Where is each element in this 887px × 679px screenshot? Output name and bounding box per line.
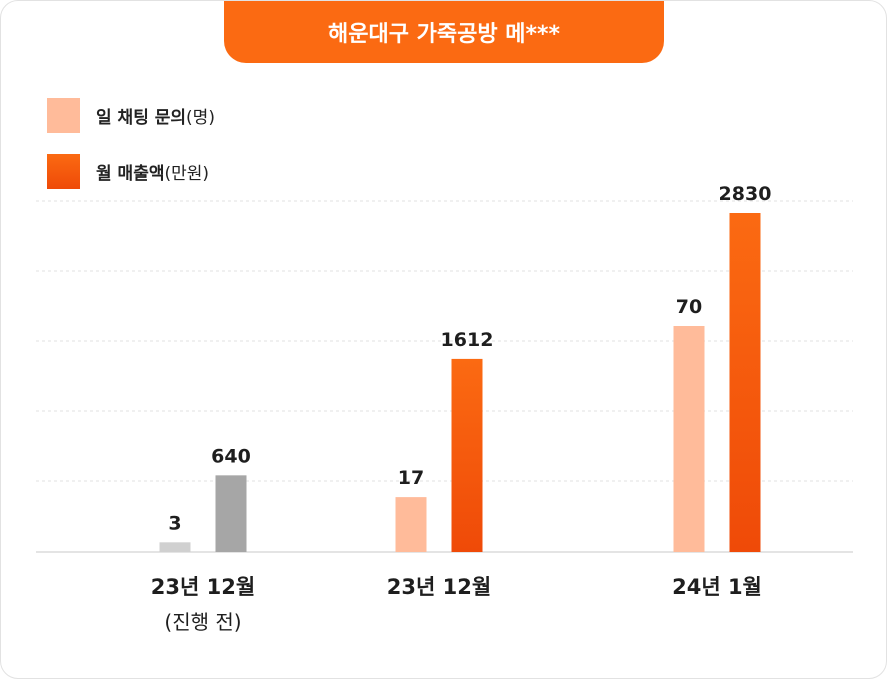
legend-unit-chat: (명) [186,107,215,128]
bar-sales-1 [451,358,483,552]
data-labels: 3 640 17 1612 70 2830 [168,183,771,534]
bars [159,213,761,552]
legend-item-sales: 월 매출액 (만원) [47,153,215,189]
data-label-chat-1: 17 [398,467,424,489]
legend-unit-sales: (만원) [164,163,210,184]
legend: 일 채팅 문의 (명) 월 매출액 (만원) [47,97,215,209]
bar-chat-0 [159,542,191,552]
bar-sales-0 [215,475,247,552]
x-tick-label-1: 23년 12월 [387,575,491,599]
data-label-sales-1: 1612 [441,329,494,351]
legend-item-chat: 일 채팅 문의 (명) [47,97,215,133]
legend-swatch-chat [47,97,80,133]
data-label-chat-2: 70 [676,296,702,318]
data-label-sales-0: 640 [211,445,251,467]
bar-sales-2 [729,213,761,552]
gridlines [36,200,853,482]
legend-label-chat: 일 채팅 문의 [96,107,187,128]
x-axis-labels: 23년 12월 (진행 전) 23년 12월 24년 1월 [151,575,762,634]
bar-chat-2 [673,326,705,552]
data-label-sales-2: 2830 [719,183,772,205]
x-tick-label-0: 23년 12월 [151,575,255,599]
legend-label-sales: 월 매출액 [96,163,165,184]
chart-title: 해운대구 가죽공방 메*** [224,1,664,63]
x-tick-sublabel-0: (진행 전) [164,610,241,634]
data-label-chat-0: 3 [168,512,181,534]
bar-chat-1 [395,497,427,552]
x-tick-label-2: 24년 1월 [672,575,762,599]
legend-swatch-sales [47,153,80,189]
